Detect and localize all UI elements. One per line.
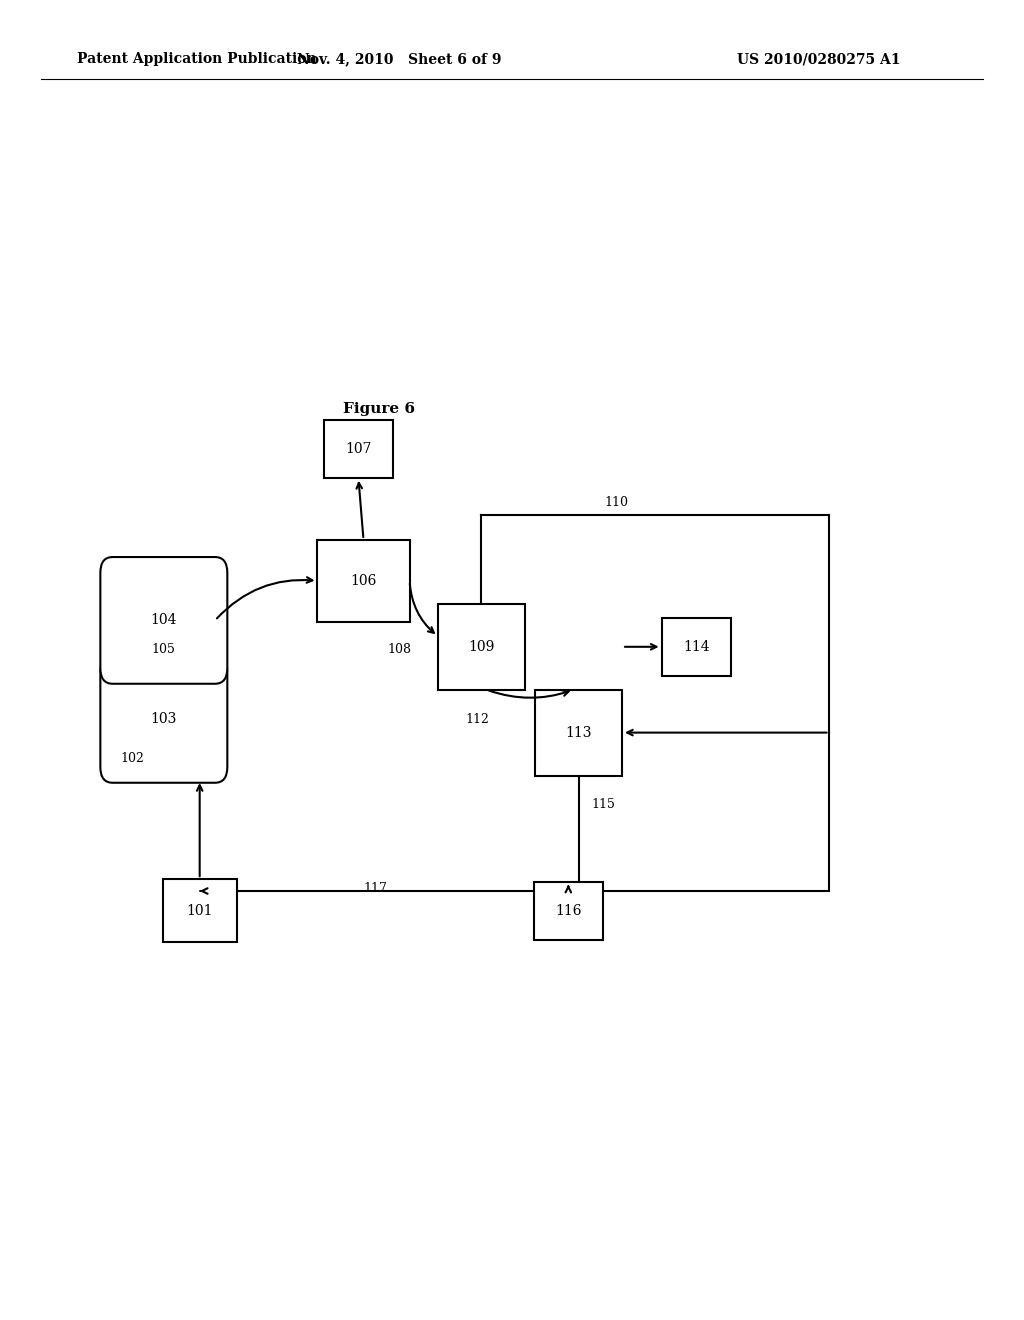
Text: 107: 107 bbox=[345, 442, 372, 455]
Bar bbox=[438, 605, 524, 689]
Text: 113: 113 bbox=[565, 726, 592, 739]
Text: 106: 106 bbox=[350, 574, 377, 587]
Bar bbox=[534, 882, 603, 940]
Bar bbox=[324, 420, 393, 478]
Text: 104: 104 bbox=[151, 614, 177, 627]
Bar bbox=[163, 879, 237, 942]
FancyBboxPatch shape bbox=[100, 656, 227, 783]
Bar bbox=[662, 618, 731, 676]
Bar bbox=[317, 540, 410, 622]
Text: 116: 116 bbox=[555, 904, 582, 917]
Text: 109: 109 bbox=[468, 640, 495, 653]
Text: Patent Application Publication: Patent Application Publication bbox=[77, 53, 316, 66]
Text: Nov. 4, 2010   Sheet 6 of 9: Nov. 4, 2010 Sheet 6 of 9 bbox=[297, 53, 502, 66]
Text: 101: 101 bbox=[186, 904, 213, 917]
Text: 112: 112 bbox=[466, 713, 489, 726]
Text: 108: 108 bbox=[387, 643, 411, 656]
Text: 105: 105 bbox=[152, 643, 175, 656]
Text: 117: 117 bbox=[364, 882, 387, 895]
Text: 102: 102 bbox=[121, 751, 144, 764]
Text: 110: 110 bbox=[604, 495, 628, 508]
Text: 103: 103 bbox=[151, 713, 177, 726]
FancyBboxPatch shape bbox=[100, 557, 227, 684]
Text: US 2010/0280275 A1: US 2010/0280275 A1 bbox=[737, 53, 901, 66]
Text: 114: 114 bbox=[683, 640, 710, 653]
Text: Figure 6: Figure 6 bbox=[343, 403, 415, 416]
Bar bbox=[535, 689, 622, 776]
Text: 115: 115 bbox=[592, 797, 615, 810]
